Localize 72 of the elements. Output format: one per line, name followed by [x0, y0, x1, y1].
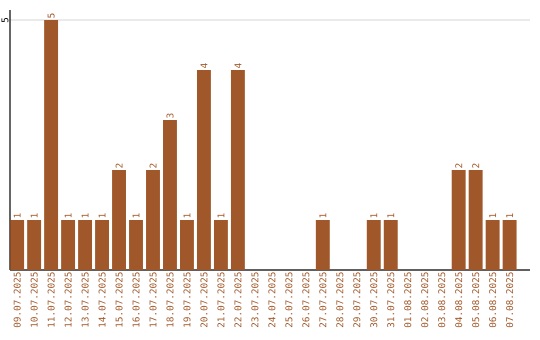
x-tick-label: 21.07.2025 [217, 272, 224, 328]
bar [452, 170, 466, 270]
data-label: 4 [234, 63, 242, 68]
x-tick-label: 03.08.2025 [438, 272, 446, 328]
bar [214, 220, 228, 270]
bar [384, 220, 398, 270]
data-label: 1 [506, 213, 514, 218]
bar [366, 220, 381, 270]
x-tick-label: 13.07.2025 [82, 272, 89, 327]
bar [316, 220, 330, 270]
bar [180, 220, 194, 270]
data-label: 2 [472, 164, 480, 168]
x-tick-label: 11.07.2025 [48, 272, 55, 327]
x-tick-label: 28.07.2025 [336, 272, 344, 328]
x-tick-label: 27.07.2025 [319, 272, 326, 328]
data-label: 2 [116, 164, 122, 168]
data-label: 2 [150, 164, 156, 168]
x-tick-label: 24.07.2025 [268, 272, 276, 328]
data-label: 1 [370, 213, 378, 218]
data-label: 5 [48, 14, 55, 18]
x-tick-label: 07.08.2025 [506, 272, 514, 328]
bar [486, 220, 500, 270]
data-label: 3 [166, 113, 174, 118]
bar [468, 170, 483, 270]
x-tick-label: 01.08.2025 [404, 272, 412, 328]
data-label: 1 [30, 213, 38, 218]
data-label: 1 [98, 213, 106, 218]
x-tick-label: 06.08.2025 [489, 272, 496, 328]
bar [146, 170, 160, 270]
bar [502, 220, 517, 270]
x-tick-label: 12.07.2025 [64, 272, 72, 327]
x-tick-label: 29.07.2025 [353, 272, 360, 328]
bar [196, 70, 211, 270]
bar [230, 70, 245, 270]
bar [129, 220, 143, 270]
x-tick-label: 18.07.2025 [166, 272, 174, 327]
data-label: 1 [319, 213, 326, 218]
bar [163, 120, 177, 270]
data-label: 1 [14, 213, 21, 218]
x-tick-label: 22.07.2025 [234, 272, 242, 328]
x-tick-label: 17.07.2025 [149, 272, 157, 327]
data-label: 2 [455, 164, 462, 168]
data-label: 1 [184, 213, 190, 218]
bar [27, 220, 42, 270]
data-label: 1 [387, 213, 394, 218]
x-tick-label: 26.07.2025 [302, 272, 310, 328]
x-tick-label: 30.07.2025 [370, 272, 378, 328]
x-tick-label: 02.08.2025 [421, 272, 428, 328]
x-tick-label: 31.07.2025 [387, 272, 394, 328]
bar [10, 220, 24, 270]
x-tick-label: 15.07.2025 [116, 272, 123, 327]
data-label: 1 [218, 213, 224, 218]
bar [61, 220, 76, 270]
data-label: 1 [64, 213, 72, 218]
x-tick-label: 19.07.2025 [183, 272, 190, 327]
bar [78, 220, 92, 270]
x-tick-label: 10.07.2025 [30, 272, 38, 327]
x-tick-label: 20.07.2025 [200, 272, 208, 328]
x-tick-label: 16.07.2025 [132, 272, 140, 327]
data-label: 1 [489, 213, 496, 218]
x-tick-label: 05.08.2025 [472, 272, 480, 328]
data-label: 4 [200, 63, 208, 68]
bar [95, 220, 110, 270]
bar [112, 170, 126, 270]
x-tick-label: 14.07.2025 [98, 272, 106, 327]
data-label: 1 [82, 213, 88, 218]
x-tick-label: 25.07.2025 [285, 272, 292, 328]
x-tick-label: 09.07.2025 [14, 272, 21, 328]
x-tick-label: 23.07.2025 [251, 272, 258, 328]
data-label: 1 [132, 213, 140, 218]
bar [44, 20, 58, 270]
x-tick-label: 04.08.2025 [455, 272, 462, 328]
